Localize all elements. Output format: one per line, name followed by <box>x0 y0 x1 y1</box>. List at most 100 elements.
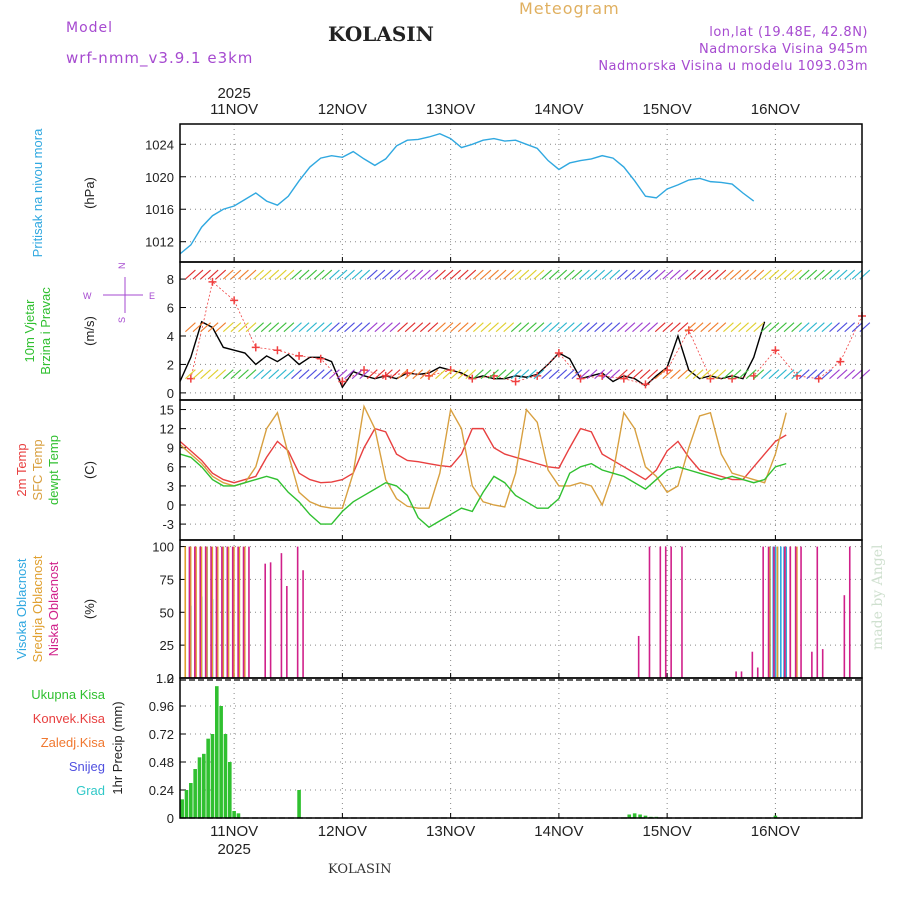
gust-marker <box>836 357 845 366</box>
wind-barb <box>829 369 840 380</box>
wind-barb <box>730 322 742 333</box>
wind-barb <box>700 369 712 380</box>
wind-barb <box>654 322 666 333</box>
wind-barb <box>283 322 295 333</box>
wind-barb <box>518 269 530 280</box>
precip-bar <box>643 815 648 818</box>
wind-barb <box>851 369 863 380</box>
wind-barb <box>616 369 628 380</box>
wind-barb <box>730 269 742 280</box>
day-label-bottom: 11NOV <box>210 823 258 840</box>
wind-barb <box>579 269 590 280</box>
wind-barb <box>518 369 530 380</box>
wind-barb <box>707 369 719 380</box>
ytick-label-cloud: 100 <box>152 540 174 555</box>
model-label: Model <box>66 20 114 36</box>
day-label-bottom: 14NOV <box>534 823 583 840</box>
wind-barb <box>586 269 598 280</box>
wind-barb <box>207 322 219 333</box>
wind-barb <box>662 369 674 380</box>
series-line-pressure <box>179 132 755 255</box>
wind-barb <box>791 269 803 280</box>
wind-barb <box>336 322 348 333</box>
wind-barb <box>814 269 825 280</box>
wind-barb <box>291 369 302 380</box>
wind-barb <box>548 322 560 333</box>
wind-barb <box>245 269 257 280</box>
wind-barb <box>647 369 659 380</box>
wind-barb <box>275 269 287 280</box>
wind-barb <box>253 322 264 333</box>
wind-barb <box>374 269 386 280</box>
wind-barb <box>571 369 583 380</box>
wind-barb <box>571 269 583 280</box>
wind-barb <box>791 369 803 380</box>
ytick-label-wind: 0 <box>167 386 174 401</box>
wind-barb <box>738 322 749 333</box>
precip-bar <box>223 734 228 818</box>
precip-legend-item: Grad <box>76 783 105 798</box>
wind-barb <box>715 269 727 280</box>
wind-barb <box>215 369 227 380</box>
wind-barb <box>632 269 643 280</box>
ytick-label-pressure: 1024 <box>145 137 174 152</box>
wind-barb <box>185 322 196 333</box>
compass-w: W <box>83 291 92 301</box>
wind-barb <box>798 369 810 380</box>
wind-barb <box>776 322 787 333</box>
precip-bar <box>180 799 184 818</box>
wind-barb <box>662 269 674 280</box>
lonlat-label: lon,lat (19.48E, 42.8N) <box>709 25 868 40</box>
wind-barb <box>556 322 568 333</box>
wind-barb <box>222 369 234 380</box>
ytick-label-cloud: 25 <box>160 638 174 653</box>
wind-barb <box>473 322 484 333</box>
wind-barb <box>185 369 196 380</box>
wind-barb <box>639 269 651 280</box>
wind-barb <box>503 369 515 380</box>
day-label-bottom: 15NOV <box>643 823 692 840</box>
wind-barb <box>715 322 727 333</box>
wind-barb <box>473 269 484 280</box>
gust-marker <box>771 346 780 355</box>
wind-barb <box>594 322 605 333</box>
wind-barb <box>495 269 507 280</box>
wind-barb <box>548 269 560 280</box>
wind-barb <box>541 322 552 333</box>
wind-barb <box>404 369 416 380</box>
wind-barb <box>563 322 575 333</box>
wind-barb <box>836 269 848 280</box>
ytick-label-wind: 4 <box>167 329 174 344</box>
side-label-pressure: Pritisak na nivou mora <box>30 128 45 257</box>
day-label-top: 11NOV <box>210 101 258 118</box>
wind-barb <box>836 322 848 333</box>
wind-barb <box>586 369 598 380</box>
precip-bar <box>215 686 219 818</box>
wind-barb <box>260 322 272 333</box>
wind-barb <box>419 369 431 380</box>
wind-barb <box>700 322 712 333</box>
wind-barb <box>344 322 355 333</box>
unit-label-temperature: (C) <box>82 461 97 479</box>
wind-barb <box>457 269 469 280</box>
wind-barb <box>321 322 333 333</box>
elevation-label: Nadmorska Visina 945m <box>699 42 868 57</box>
wind-barb <box>821 369 833 380</box>
wind-barb <box>624 322 636 333</box>
wind-barb <box>541 369 552 380</box>
precip-bar <box>632 813 637 818</box>
wind-barb <box>215 269 227 280</box>
wind-barb <box>238 269 249 280</box>
unit-label-wind: (m/s) <box>82 316 97 346</box>
ytick-label-temperature: 9 <box>167 441 174 456</box>
wind-barb <box>412 322 424 333</box>
wind-barb <box>291 269 302 280</box>
precip-bar <box>189 783 193 818</box>
wind-barb <box>366 269 378 280</box>
compass-e: E <box>149 291 155 301</box>
wind-barb <box>654 369 666 380</box>
wind-barb <box>450 269 462 280</box>
wind-barb <box>450 322 462 333</box>
year-label-top: 2025 <box>217 85 250 102</box>
